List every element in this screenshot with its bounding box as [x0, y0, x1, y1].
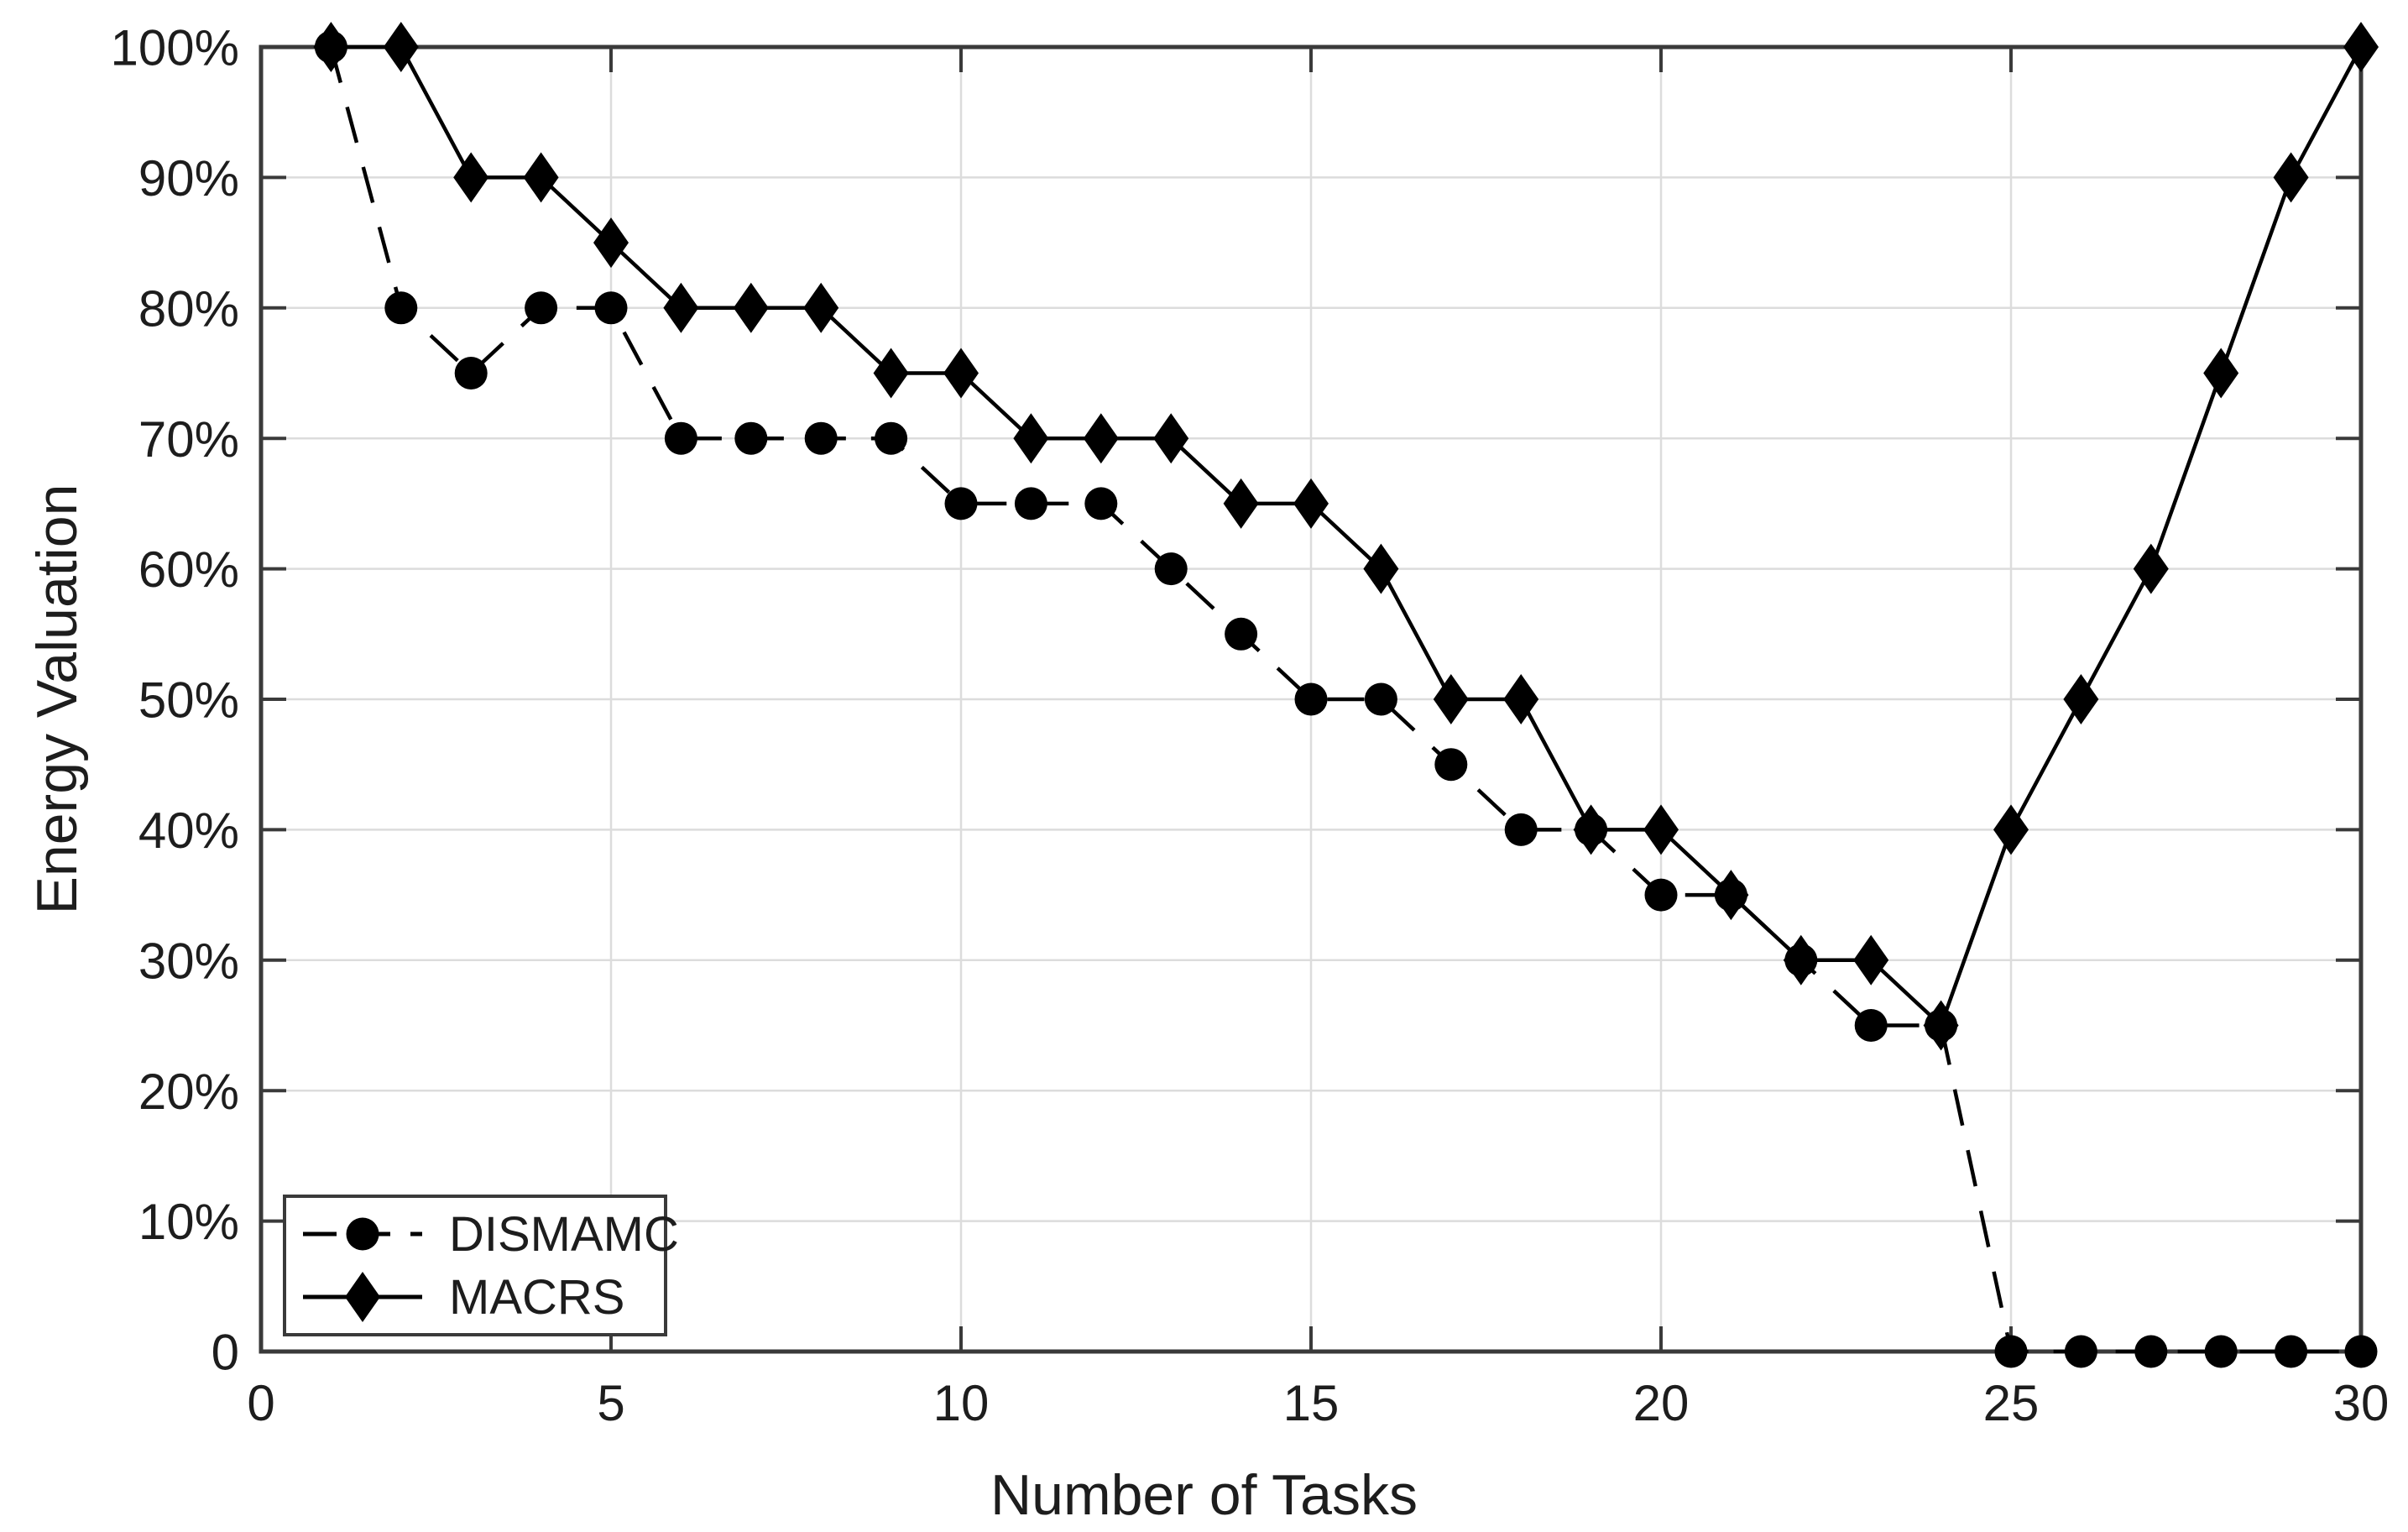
- marker-circle-DISMAMC: [664, 421, 697, 455]
- x-tick-label: 30: [2333, 1375, 2390, 1431]
- marker-diamond-MACRS: [2063, 674, 2099, 724]
- marker-circle-DISMAMC: [1154, 552, 1188, 586]
- marker-diamond-MACRS: [1923, 1000, 1959, 1051]
- marker-circle-DISMAMC: [875, 421, 908, 455]
- marker-circle-DISMAMC: [1294, 682, 1328, 716]
- y-tick-label: 60%: [138, 541, 239, 598]
- marker-diamond-MACRS: [1713, 870, 1749, 921]
- x-tick-label: 25: [1983, 1375, 2040, 1431]
- marker-diamond-MACRS: [1083, 413, 1119, 464]
- dashed-line-circle-marker-icon: [303, 1217, 422, 1251]
- marker-circle-DISMAMC: [2204, 1335, 2238, 1368]
- marker-diamond-MACRS: [1153, 413, 1189, 464]
- marker-circle-DISMAMC: [1994, 1335, 2028, 1368]
- x-axis-title: Number of Tasks: [990, 1463, 1418, 1527]
- legend-item-dismamc: DISMAMC: [300, 1205, 679, 1263]
- y-tick-label: 80%: [138, 280, 239, 337]
- marker-diamond-MACRS: [1643, 804, 1679, 855]
- marker-circle-DISMAMC: [1364, 682, 1397, 716]
- marker-diamond-MACRS: [663, 282, 699, 333]
- marker-diamond-MACRS: [2343, 22, 2379, 72]
- marker-diamond-MACRS: [1503, 674, 1539, 724]
- marker-diamond-MACRS: [383, 22, 419, 72]
- marker-diamond-MACRS: [943, 348, 979, 399]
- marker-diamond-MACRS: [593, 217, 629, 269]
- marker-diamond-MACRS: [1293, 478, 1329, 529]
- marker-circle-DISMAMC: [734, 421, 768, 455]
- y-tick-labels: 0 10% 20% 30% 40% 50% 60% 70% 80% 90% 100%: [111, 20, 239, 1381]
- x-tick-label: 0: [247, 1375, 274, 1431]
- marker-diamond-MACRS: [1223, 478, 1259, 529]
- marker-circle-DISMAMC: [804, 421, 838, 455]
- series-MACRS: [313, 22, 2379, 1051]
- marker-circle-DISMAMC: [2344, 1335, 2378, 1368]
- marker-circle-DISMAMC: [1225, 617, 1258, 651]
- marker-diamond-MACRS: [1573, 804, 1609, 855]
- x-tick-label: 15: [1283, 1375, 1340, 1431]
- marker-circle-DISMAMC: [2134, 1335, 2168, 1368]
- y-tick-label: 100%: [111, 20, 239, 76]
- legend-label-dismamc: DISMAMC: [449, 1206, 679, 1262]
- marker-diamond-MACRS: [453, 152, 489, 203]
- marker-circle-DISMAMC: [1084, 487, 1118, 520]
- marker-diamond-MACRS: [1993, 804, 2029, 855]
- y-tick-label: 0: [212, 1325, 239, 1381]
- marker-diamond-MACRS: [733, 282, 769, 333]
- marker-circle-DISMAMC: [1504, 813, 1538, 846]
- marker-diamond-MACRS: [1783, 934, 1819, 986]
- marker-circle-DISMAMC: [944, 487, 978, 520]
- marker-circle-DISMAMC: [1434, 748, 1468, 782]
- series-line-MACRS: [331, 44, 2363, 1027]
- marker-circle-DISMAMC: [2275, 1335, 2308, 1368]
- marker-diamond-MACRS: [1013, 413, 1049, 464]
- marker-circle-DISMAMC: [2064, 1335, 2097, 1368]
- marker-diamond-MACRS: [2133, 543, 2169, 594]
- legend-item-macrs: MACRS: [300, 1268, 657, 1326]
- y-tick-label: 90%: [138, 150, 239, 207]
- marker-diamond-MACRS: [803, 282, 839, 333]
- marker-circle-DISMAMC: [1854, 1009, 1888, 1042]
- marker-circle-DISMAMC: [384, 291, 418, 325]
- solid-line-diamond-marker-icon: [303, 1272, 422, 1322]
- marker-diamond-MACRS: [313, 22, 349, 72]
- marker-diamond-MACRS: [1363, 543, 1399, 594]
- marker-circle-DISMAMC: [1014, 487, 1047, 520]
- marker-circle-DISMAMC: [1644, 878, 1678, 912]
- y-tick-label: 10%: [138, 1194, 239, 1250]
- y-tick-label: 40%: [138, 803, 239, 859]
- marker-diamond-MACRS: [2273, 152, 2309, 203]
- x-tick-label: 10: [933, 1375, 990, 1431]
- marker-diamond-MACRS: [1433, 674, 1469, 724]
- marker-diamond-MACRS: [523, 152, 559, 203]
- marker-circle-DISMAMC: [454, 357, 488, 390]
- legend: DISMAMC MACRS: [283, 1195, 679, 1336]
- x-tick-label: 5: [597, 1375, 624, 1431]
- marker-circle-DISMAMC: [525, 291, 558, 325]
- legend-label-macrs: MACRS: [449, 1269, 625, 1325]
- y-tick-label: 70%: [138, 411, 239, 468]
- y-axis-title: Energy Valuation: [25, 484, 89, 915]
- y-tick-label: 50%: [138, 672, 239, 729]
- x-tick-label: 20: [1633, 1375, 1690, 1431]
- y-tick-label: 30%: [138, 933, 239, 989]
- y-tick-label: 20%: [138, 1064, 239, 1120]
- marker-circle-DISMAMC: [594, 291, 628, 325]
- marker-diamond-MACRS: [873, 348, 909, 399]
- marker-diamond-MACRS: [1853, 934, 1889, 986]
- marker-diamond-MACRS: [2203, 348, 2239, 399]
- x-tick-labels: 0 5 10 15 20 25 30: [247, 1375, 2389, 1431]
